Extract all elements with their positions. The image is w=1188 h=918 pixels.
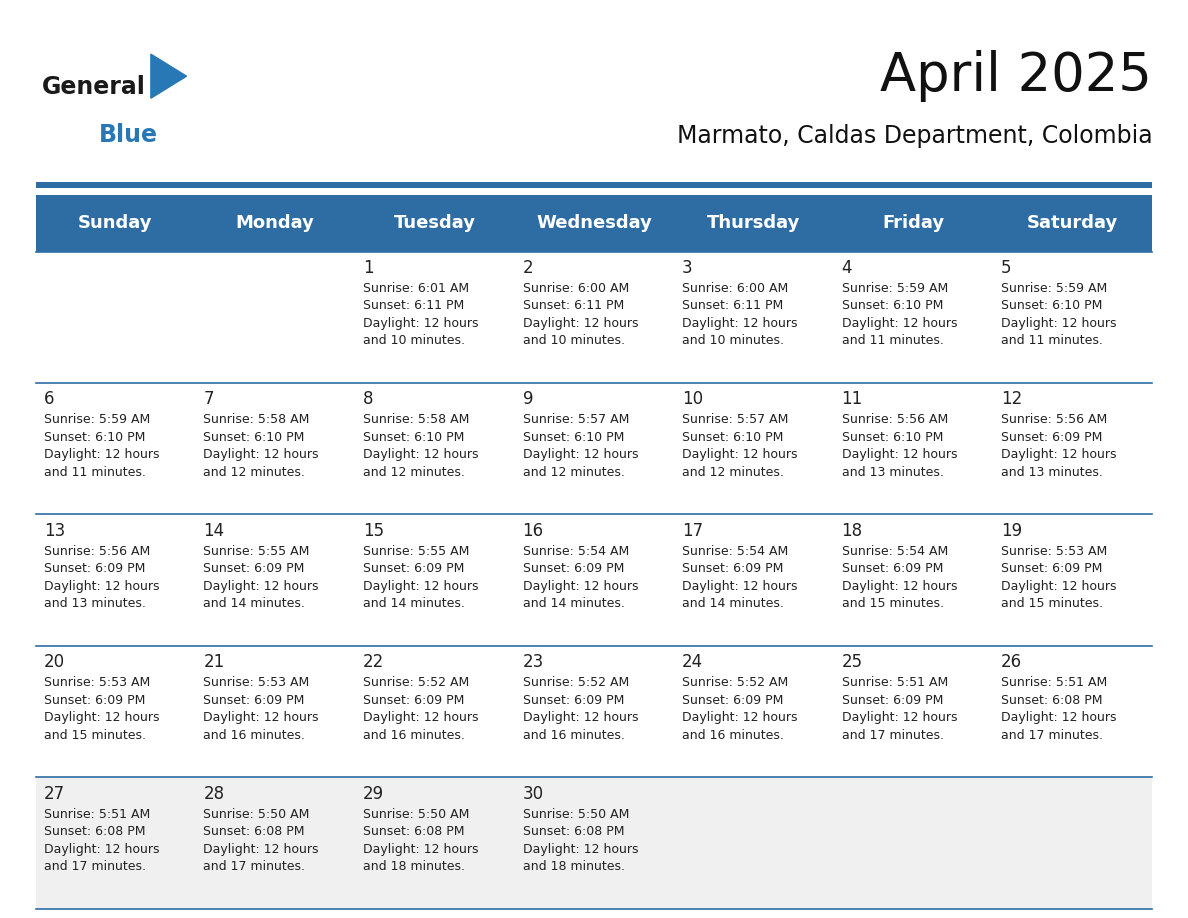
Text: Wednesday: Wednesday	[536, 214, 652, 232]
Bar	[36, 383, 1152, 514]
Text: 21: 21	[203, 654, 225, 671]
Text: Sunrise: 6:00 AM
Sunset: 6:11 PM
Daylight: 12 hours
and 10 minutes.: Sunrise: 6:00 AM Sunset: 6:11 PM Dayligh…	[682, 282, 797, 347]
Text: 9: 9	[523, 390, 533, 409]
Text: Sunrise: 5:55 AM
Sunset: 6:09 PM
Daylight: 12 hours
and 14 minutes.: Sunrise: 5:55 AM Sunset: 6:09 PM Dayligh…	[203, 544, 320, 610]
Text: Sunrise: 6:00 AM
Sunset: 6:11 PM
Daylight: 12 hours
and 10 minutes.: Sunrise: 6:00 AM Sunset: 6:11 PM Dayligh…	[523, 282, 638, 347]
Bar	[36, 778, 1152, 909]
Text: Sunrise: 5:51 AM
Sunset: 6:09 PM
Daylight: 12 hours
and 17 minutes.: Sunrise: 5:51 AM Sunset: 6:09 PM Dayligh…	[841, 677, 958, 742]
Text: 10: 10	[682, 390, 703, 409]
Text: Sunrise: 5:56 AM
Sunset: 6:09 PM
Daylight: 12 hours
and 13 minutes.: Sunrise: 5:56 AM Sunset: 6:09 PM Dayligh…	[44, 544, 159, 610]
Text: Sunrise: 5:58 AM
Sunset: 6:10 PM
Daylight: 12 hours
and 12 minutes.: Sunrise: 5:58 AM Sunset: 6:10 PM Dayligh…	[203, 413, 320, 479]
Text: Sunrise: 5:54 AM
Sunset: 6:09 PM
Daylight: 12 hours
and 14 minutes.: Sunrise: 5:54 AM Sunset: 6:09 PM Dayligh…	[682, 544, 797, 610]
Text: Sunrise: 5:52 AM
Sunset: 6:09 PM
Daylight: 12 hours
and 16 minutes.: Sunrise: 5:52 AM Sunset: 6:09 PM Dayligh…	[364, 677, 479, 742]
Text: 18: 18	[841, 521, 862, 540]
Text: 11: 11	[841, 390, 862, 409]
Text: 22: 22	[364, 654, 384, 671]
Bar	[36, 514, 1152, 646]
Text: Sunrise: 5:54 AM
Sunset: 6:09 PM
Daylight: 12 hours
and 14 minutes.: Sunrise: 5:54 AM Sunset: 6:09 PM Dayligh…	[523, 544, 638, 610]
Text: Sunrise: 5:57 AM
Sunset: 6:10 PM
Daylight: 12 hours
and 12 minutes.: Sunrise: 5:57 AM Sunset: 6:10 PM Dayligh…	[523, 413, 638, 479]
Text: Marmato, Caldas Department, Colombia: Marmato, Caldas Department, Colombia	[677, 124, 1152, 148]
Text: 13: 13	[44, 521, 65, 540]
Text: Sunrise: 5:50 AM
Sunset: 6:08 PM
Daylight: 12 hours
and 18 minutes.: Sunrise: 5:50 AM Sunset: 6:08 PM Dayligh…	[364, 808, 479, 873]
Text: Sunrise: 5:50 AM
Sunset: 6:08 PM
Daylight: 12 hours
and 17 minutes.: Sunrise: 5:50 AM Sunset: 6:08 PM Dayligh…	[203, 808, 320, 873]
Text: 5: 5	[1001, 259, 1012, 277]
Text: 15: 15	[364, 521, 384, 540]
Text: 20: 20	[44, 654, 65, 671]
Text: Sunrise: 5:51 AM
Sunset: 6:08 PM
Daylight: 12 hours
and 17 minutes.: Sunrise: 5:51 AM Sunset: 6:08 PM Dayligh…	[1001, 677, 1117, 742]
Text: 4: 4	[841, 259, 852, 277]
Text: 16: 16	[523, 521, 544, 540]
Text: 7: 7	[203, 390, 214, 409]
Bar	[36, 195, 1152, 252]
Text: Sunrise: 5:55 AM
Sunset: 6:09 PM
Daylight: 12 hours
and 14 minutes.: Sunrise: 5:55 AM Sunset: 6:09 PM Dayligh…	[364, 544, 479, 610]
Text: Sunrise: 5:59 AM
Sunset: 6:10 PM
Daylight: 12 hours
and 11 minutes.: Sunrise: 5:59 AM Sunset: 6:10 PM Dayligh…	[44, 413, 159, 479]
Polygon shape	[151, 54, 187, 98]
Text: 26: 26	[1001, 654, 1022, 671]
Text: Sunrise: 5:54 AM
Sunset: 6:09 PM
Daylight: 12 hours
and 15 minutes.: Sunrise: 5:54 AM Sunset: 6:09 PM Dayligh…	[841, 544, 958, 610]
Text: 2: 2	[523, 259, 533, 277]
Text: April 2025: April 2025	[880, 50, 1152, 103]
Text: Blue: Blue	[99, 123, 158, 147]
Text: 17: 17	[682, 521, 703, 540]
Text: Sunrise: 5:53 AM
Sunset: 6:09 PM
Daylight: 12 hours
and 15 minutes.: Sunrise: 5:53 AM Sunset: 6:09 PM Dayligh…	[1001, 544, 1117, 610]
Bar	[36, 182, 1152, 188]
Bar	[36, 252, 1152, 383]
Text: Friday: Friday	[881, 214, 944, 232]
Text: Sunrise: 5:51 AM
Sunset: 6:08 PM
Daylight: 12 hours
and 17 minutes.: Sunrise: 5:51 AM Sunset: 6:08 PM Dayligh…	[44, 808, 159, 873]
Text: Sunrise: 5:52 AM
Sunset: 6:09 PM
Daylight: 12 hours
and 16 minutes.: Sunrise: 5:52 AM Sunset: 6:09 PM Dayligh…	[523, 677, 638, 742]
Text: Sunrise: 5:56 AM
Sunset: 6:10 PM
Daylight: 12 hours
and 13 minutes.: Sunrise: 5:56 AM Sunset: 6:10 PM Dayligh…	[841, 413, 958, 479]
Text: Sunrise: 5:50 AM
Sunset: 6:08 PM
Daylight: 12 hours
and 18 minutes.: Sunrise: 5:50 AM Sunset: 6:08 PM Dayligh…	[523, 808, 638, 873]
Bar	[36, 646, 1152, 778]
Text: 28: 28	[203, 785, 225, 802]
Text: 30: 30	[523, 785, 544, 802]
Text: 24: 24	[682, 654, 703, 671]
Text: 6: 6	[44, 390, 55, 409]
Text: 3: 3	[682, 259, 693, 277]
Text: Tuesday: Tuesday	[393, 214, 475, 232]
Text: Sunrise: 5:52 AM
Sunset: 6:09 PM
Daylight: 12 hours
and 16 minutes.: Sunrise: 5:52 AM Sunset: 6:09 PM Dayligh…	[682, 677, 797, 742]
Text: Sunrise: 5:58 AM
Sunset: 6:10 PM
Daylight: 12 hours
and 12 minutes.: Sunrise: 5:58 AM Sunset: 6:10 PM Dayligh…	[364, 413, 479, 479]
Text: Monday: Monday	[235, 214, 315, 232]
Text: Sunrise: 5:57 AM
Sunset: 6:10 PM
Daylight: 12 hours
and 12 minutes.: Sunrise: 5:57 AM Sunset: 6:10 PM Dayligh…	[682, 413, 797, 479]
Text: 23: 23	[523, 654, 544, 671]
Text: Sunrise: 5:53 AM
Sunset: 6:09 PM
Daylight: 12 hours
and 15 minutes.: Sunrise: 5:53 AM Sunset: 6:09 PM Dayligh…	[44, 677, 159, 742]
Text: Sunrise: 6:01 AM
Sunset: 6:11 PM
Daylight: 12 hours
and 10 minutes.: Sunrise: 6:01 AM Sunset: 6:11 PM Dayligh…	[364, 282, 479, 347]
Text: 1: 1	[364, 259, 374, 277]
Text: 19: 19	[1001, 521, 1022, 540]
Text: Sunrise: 5:56 AM
Sunset: 6:09 PM
Daylight: 12 hours
and 13 minutes.: Sunrise: 5:56 AM Sunset: 6:09 PM Dayligh…	[1001, 413, 1117, 479]
Text: 25: 25	[841, 654, 862, 671]
Text: General: General	[42, 75, 145, 99]
Text: 8: 8	[364, 390, 373, 409]
Text: Sunrise: 5:59 AM
Sunset: 6:10 PM
Daylight: 12 hours
and 11 minutes.: Sunrise: 5:59 AM Sunset: 6:10 PM Dayligh…	[841, 282, 958, 347]
Text: Sunday: Sunday	[78, 214, 152, 232]
Text: Sunrise: 5:59 AM
Sunset: 6:10 PM
Daylight: 12 hours
and 11 minutes.: Sunrise: 5:59 AM Sunset: 6:10 PM Dayligh…	[1001, 282, 1117, 347]
Text: 27: 27	[44, 785, 65, 802]
Text: Sunrise: 5:53 AM
Sunset: 6:09 PM
Daylight: 12 hours
and 16 minutes.: Sunrise: 5:53 AM Sunset: 6:09 PM Dayligh…	[203, 677, 320, 742]
Text: 29: 29	[364, 785, 384, 802]
Text: Thursday: Thursday	[707, 214, 801, 232]
Text: 12: 12	[1001, 390, 1023, 409]
Text: 14: 14	[203, 521, 225, 540]
Text: Saturday: Saturday	[1026, 214, 1118, 232]
